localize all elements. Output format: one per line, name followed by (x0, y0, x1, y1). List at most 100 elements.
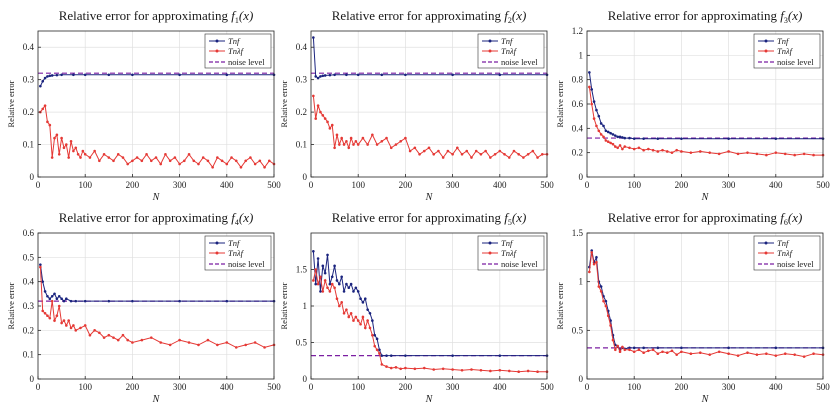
series-2-point (632, 147, 636, 151)
series-2-point (460, 152, 464, 156)
series-2-point (131, 159, 134, 163)
series-2-point (793, 353, 796, 356)
y-axis-label: Relative error (279, 80, 289, 127)
series-1-point (319, 75, 322, 78)
series-1-point (404, 73, 407, 77)
series-2-point (60, 136, 63, 140)
series-1-point (380, 73, 384, 77)
series-2-point (536, 370, 539, 374)
series-2-point (220, 159, 224, 163)
series-2-point (93, 149, 96, 153)
series-2-point (628, 146, 631, 150)
series-2-point (333, 146, 336, 150)
x-tick-label: 100 (78, 180, 92, 190)
series-2-point (637, 146, 641, 150)
series-2-point (352, 319, 355, 322)
series-2-point (316, 282, 320, 286)
series-1-point (53, 292, 56, 296)
y-axis-label: Relative error (6, 80, 16, 127)
series-2-point (83, 152, 87, 156)
series-2-point (321, 290, 325, 293)
series-2-point (623, 348, 627, 352)
x-tick-label: 300 (173, 180, 187, 190)
series-2-point (154, 156, 158, 159)
series-2-point (746, 151, 749, 154)
series-2-point (211, 165, 214, 169)
series-1-point (642, 346, 645, 350)
series-2-point (159, 162, 163, 166)
series-2-point (380, 363, 384, 366)
series-1-point (43, 76, 47, 80)
series-1-point (314, 282, 318, 286)
series-2-point (774, 354, 778, 357)
series-1-point (69, 299, 73, 303)
y-tick-label: 0.4 (23, 42, 35, 52)
legend-label-noise: noise level (501, 259, 538, 269)
series-2-point (802, 355, 806, 358)
series-2-point (698, 150, 702, 153)
series-2-point (359, 322, 362, 326)
series-2-point (74, 146, 78, 150)
y-tick-label: 0 (30, 374, 35, 384)
series-1-point (628, 346, 631, 350)
x-tick-label: 200 (126, 180, 140, 190)
x-tick-label: 100 (78, 382, 92, 392)
series-2-point (168, 343, 172, 347)
y-tick-label: 0.1 (296, 140, 307, 150)
series-2-point (380, 140, 384, 143)
series-2-point (665, 351, 669, 355)
legend-label-series-2: Tnλf (228, 248, 245, 258)
series-2-point (354, 315, 358, 319)
series-2-point (249, 156, 252, 159)
series-2-point (385, 365, 388, 368)
series-1-point (366, 308, 369, 311)
series-2-point (665, 150, 669, 153)
series-1-point (321, 74, 325, 78)
series-2-point (69, 326, 73, 330)
series-1-point (330, 275, 334, 279)
x-tick-label: 400 (493, 382, 507, 392)
series-1-point (39, 263, 42, 266)
series-2-point (98, 159, 101, 163)
series-2-point (736, 354, 740, 357)
series-2-point (65, 324, 68, 327)
series-2-point (470, 156, 473, 159)
series-2-point (333, 286, 336, 290)
series-1-point (602, 124, 605, 128)
series-1-point (225, 299, 229, 303)
legend-label-noise: noise level (228, 57, 265, 67)
series-2-point (441, 156, 445, 159)
series-2-point (503, 152, 506, 156)
series-1-point (595, 108, 598, 112)
series-2-point (517, 152, 520, 156)
series-2-point (46, 314, 49, 318)
legend-label-series-2: Tnλf (777, 46, 794, 56)
series-2-point (375, 143, 379, 146)
legend-marker-series-1 (764, 241, 768, 245)
series-2-point (69, 140, 73, 143)
y-tick-label: 1.2 (572, 26, 583, 36)
series-2-point (323, 279, 327, 282)
series-2-point (338, 143, 341, 146)
series-2-point (647, 147, 650, 151)
legend-label-series-1: Tnf (501, 36, 514, 46)
series-2-point (319, 110, 322, 114)
series-2-point (112, 336, 115, 339)
series-2-point (616, 344, 619, 348)
series-2-point (755, 152, 759, 156)
series-2-point (335, 133, 339, 137)
legend-label-series-2: Tnλf (501, 46, 518, 56)
x-tick-label: 300 (446, 180, 460, 190)
y-tick-label: 0.4 (572, 123, 584, 133)
series-1-point (632, 346, 636, 350)
legend-marker-series-1 (488, 241, 492, 245)
series-2-point (595, 260, 598, 264)
x-tick-label: 400 (493, 180, 507, 190)
x-tick-label: 0 (585, 180, 590, 190)
series-1-point (599, 122, 603, 125)
y-tick-label: 1 (303, 301, 308, 311)
series-1-point (48, 74, 52, 78)
legend-label-series-2: Tnλf (228, 46, 245, 56)
